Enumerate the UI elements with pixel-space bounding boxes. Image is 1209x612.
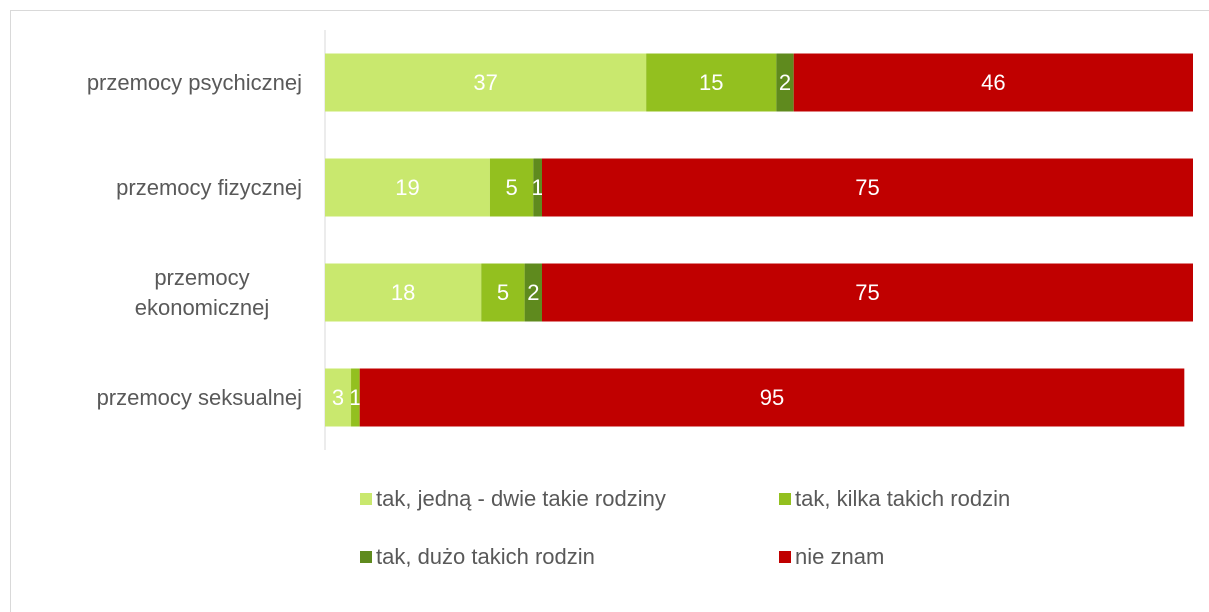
bar-segment	[489, 158, 534, 217]
data-label: 18	[391, 280, 415, 305]
data-label: 1	[349, 385, 361, 410]
data-label: 15	[699, 70, 723, 95]
data-label: 75	[855, 175, 879, 200]
legend-label: tak, dużo takich rodzin	[376, 544, 595, 569]
data-label: 2	[527, 280, 539, 305]
bar-segment	[533, 158, 542, 217]
chart-frame	[10, 10, 1209, 612]
bar-segment	[351, 368, 360, 427]
bar-segment	[325, 263, 482, 322]
bar-segment	[325, 158, 490, 217]
data-label: 2	[779, 70, 791, 95]
data-label: 5	[505, 175, 517, 200]
data-label: 5	[497, 280, 509, 305]
legend-swatch	[779, 551, 791, 563]
data-label: 75	[855, 280, 879, 305]
legend-item: tak, dużo takich rodzin	[360, 544, 595, 570]
category-label: przemocy ekonomicznej	[134, 264, 270, 320]
bar-segment	[776, 53, 794, 112]
category-label: przemocy seksualnej	[96, 384, 302, 410]
data-label: 46	[981, 70, 1005, 95]
bar-segment	[524, 263, 542, 322]
bar-segment	[481, 263, 525, 322]
legend-item: tak, kilka takich rodzin	[779, 486, 1010, 512]
legend-label: nie znam	[795, 544, 885, 569]
bar-segment	[359, 368, 1185, 427]
legend-label: tak, kilka takich rodzin	[795, 486, 1011, 511]
legend-item: tak, jedną - dwie takie rodziny	[360, 486, 666, 512]
data-label: 37	[473, 70, 497, 95]
bar-segment	[325, 53, 647, 112]
legend-swatch	[779, 493, 791, 505]
data-label: 3	[332, 385, 344, 410]
legend-swatch	[360, 493, 372, 505]
category-label: przemocy psychicznej	[86, 69, 302, 95]
data-label: 19	[395, 175, 419, 200]
legend-item: nie znam	[779, 544, 884, 570]
legend-swatch	[360, 551, 372, 563]
bar-segment	[325, 368, 352, 427]
bar-segment	[646, 53, 777, 112]
bar-segment	[542, 158, 1193, 217]
data-label: 1	[532, 175, 544, 200]
category-label: przemocy fizycznej	[116, 174, 302, 200]
data-label: 95	[760, 385, 784, 410]
bar-segment	[793, 53, 1193, 112]
bar-segment	[542, 263, 1193, 322]
legend-label: tak, jedną - dwie takie rodziny	[376, 486, 666, 511]
